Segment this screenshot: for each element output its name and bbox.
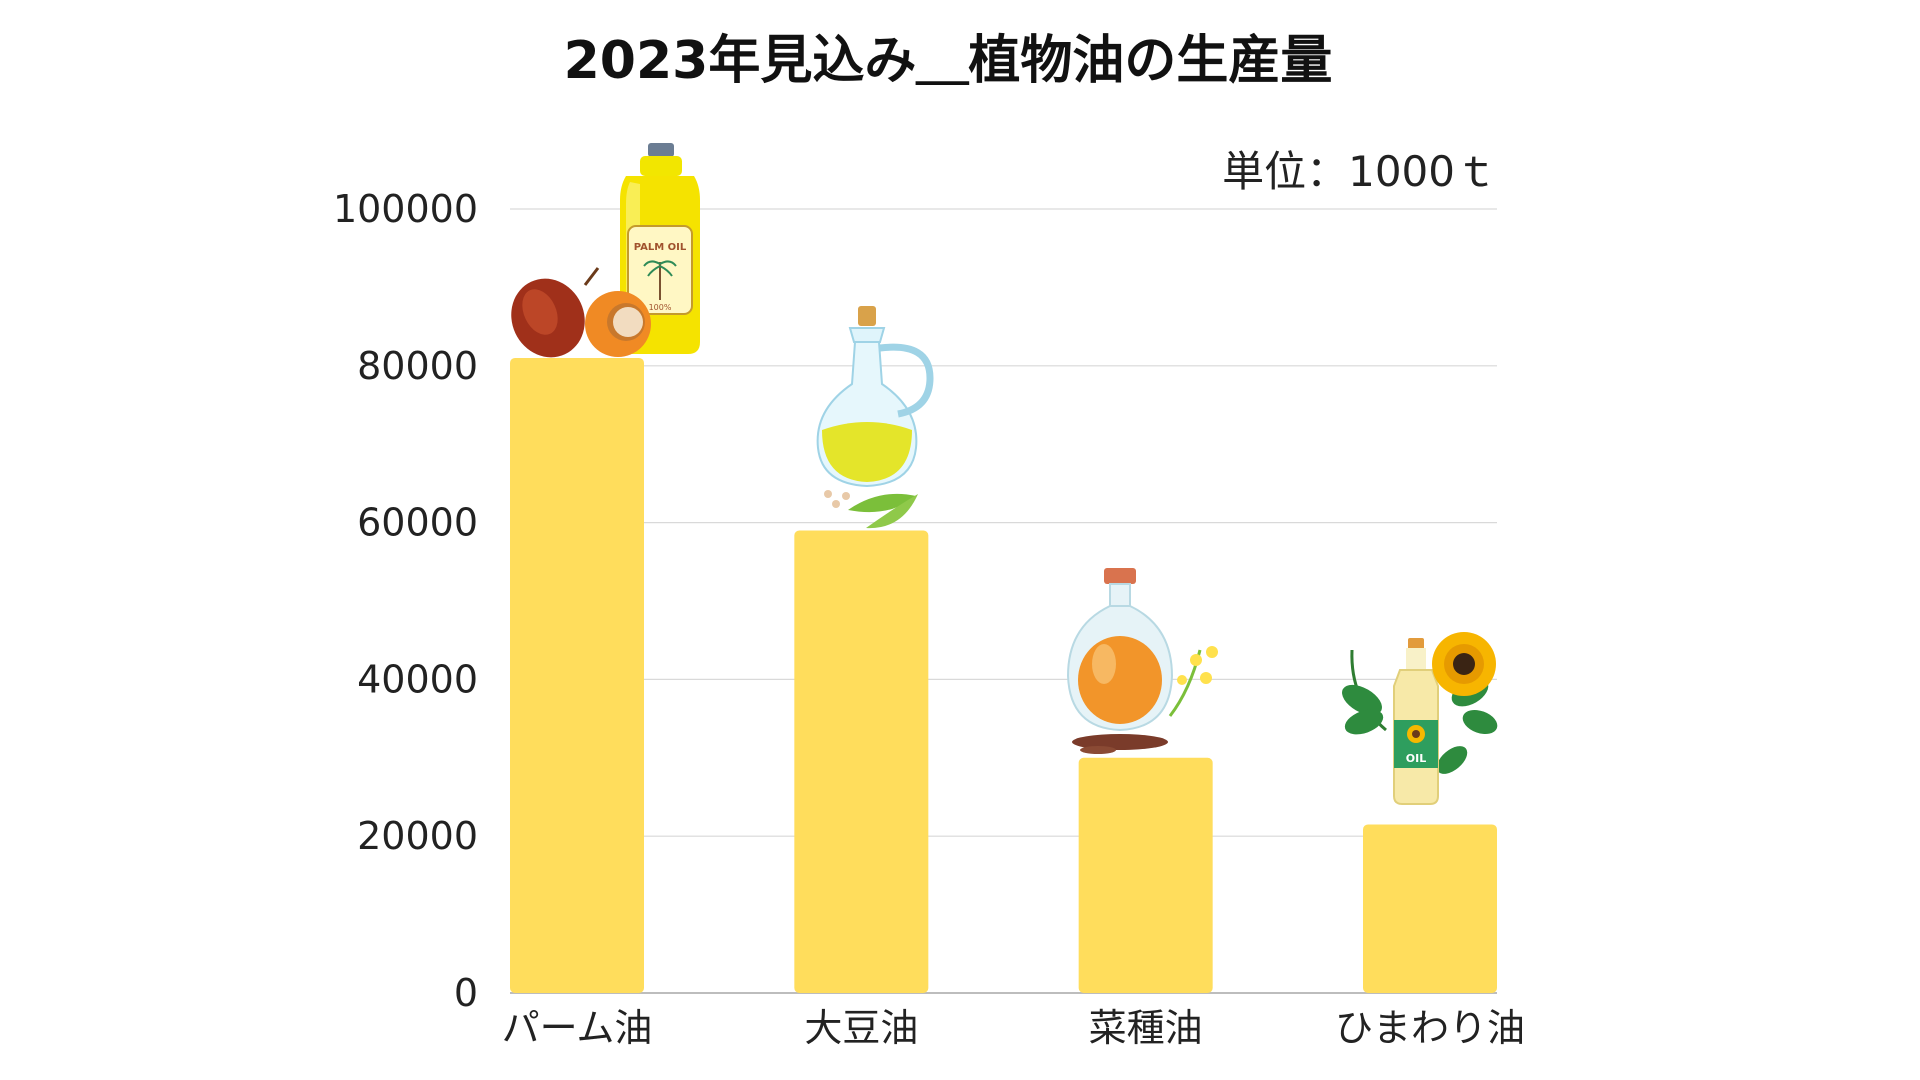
x-tick-label: 大豆油 [804,1006,918,1050]
soybean-oil-jug-icon [816,306,934,529]
sunflower-oil-bottle-icon: OIL [1342,632,1498,805]
bar [794,530,929,993]
y-tick-label: 60000 [357,501,478,545]
y-tick-label: 0 [454,971,478,1015]
svg-text:100%: 100% [649,303,672,312]
bar [1078,757,1213,993]
x-tick-label: ひまわり油 [1335,1006,1525,1050]
unit-note: 単位：1000ｔ [1222,147,1497,196]
svg-text:PALM OIL: PALM OIL [634,242,687,253]
bar [510,357,644,994]
y-tick-label: 20000 [357,814,478,858]
palm-oil-bottle-icon: PALM OIL 100% [511,143,700,358]
y-tick-label: 100000 [333,187,478,231]
bar [1363,824,1497,993]
x-tick-label: 菜種油 [1089,1006,1203,1050]
x-tick-label: パーム油 [502,1006,653,1050]
y-tick-label: 40000 [357,657,478,701]
x-axis-ticks: パーム油 大豆油 菜種油 ひまわり油 [502,1006,1525,1050]
rapeseed-oil-bottle-icon [1066,568,1218,754]
y-axis-ticks: 0 20000 40000 60000 80000 100000 [333,187,478,1015]
chart-title: 2023年見込み＿植物油の生産量 [564,31,1333,91]
y-tick-label: 80000 [357,344,478,388]
bars [510,357,1497,994]
svg-text:OIL: OIL [1406,752,1426,765]
